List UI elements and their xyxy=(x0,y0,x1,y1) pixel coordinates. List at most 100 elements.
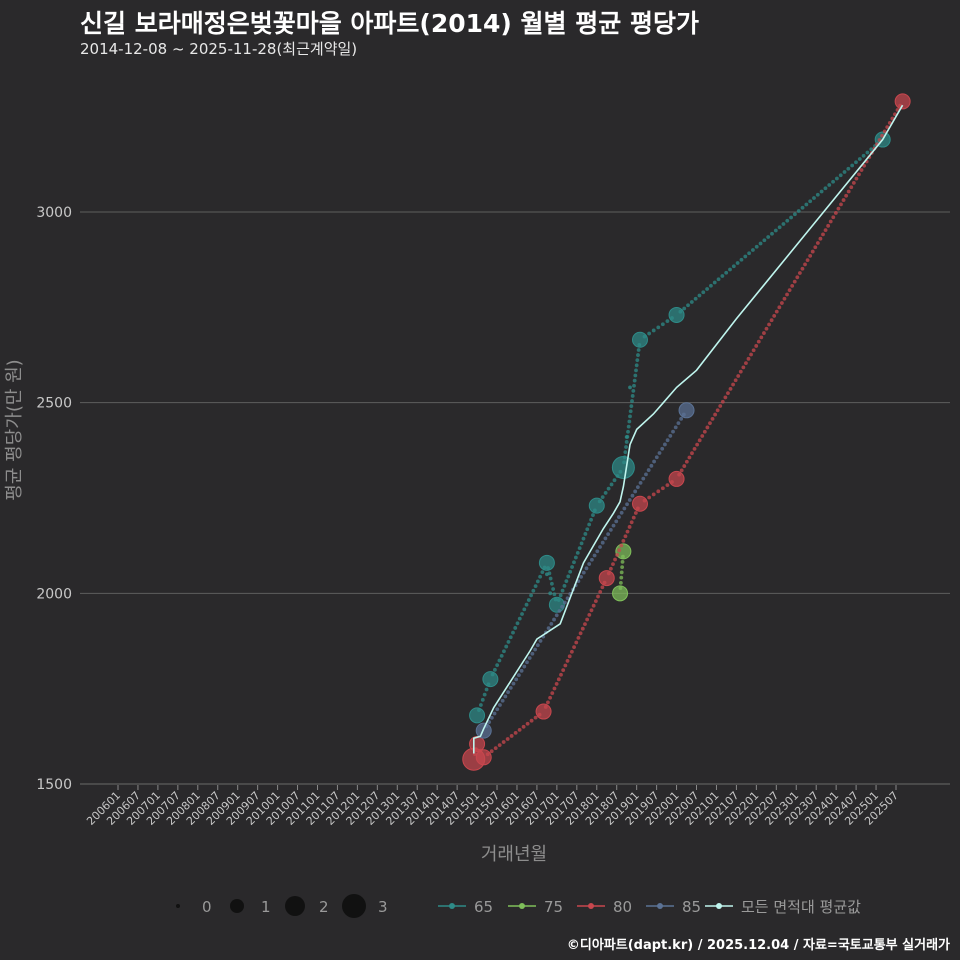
series-80-trail-dot xyxy=(828,219,833,224)
series-65-trail-dot xyxy=(636,353,640,357)
series-65-trail-dot xyxy=(758,241,763,246)
series-80 xyxy=(462,93,911,771)
series-80-trail-dot xyxy=(810,249,815,254)
series-65-trail-dot xyxy=(570,565,574,569)
series-65-trail-dot xyxy=(581,536,586,541)
series-85-trail-dot xyxy=(635,485,640,490)
series-80-trail-dot xyxy=(627,525,632,529)
series-80-trail-dot xyxy=(692,447,697,451)
series-85-trail-dot xyxy=(660,446,665,451)
series-65-trail-dot xyxy=(831,179,835,184)
series-85-trail-dot xyxy=(546,626,551,631)
series-65-trail-dot xyxy=(506,640,511,644)
series-65-trail-dot xyxy=(635,358,640,363)
series-80-trail-dot xyxy=(521,724,526,729)
series-65-trail-dot xyxy=(689,300,694,304)
series-85-trail-dot xyxy=(514,677,519,682)
series-85-trail-dot xyxy=(535,643,540,648)
series-85-trail-dot xyxy=(625,502,629,507)
series-65-trail-dot xyxy=(789,215,793,220)
series-65-trail-dot xyxy=(800,205,805,210)
series-85-trail-dot xyxy=(630,493,635,498)
series-65-trail-dot xyxy=(612,478,617,483)
series-80-trail-dot xyxy=(885,125,890,130)
series-80-trail-dot xyxy=(546,700,550,705)
series-65-trail-dot xyxy=(747,251,751,256)
series-layer xyxy=(462,93,911,771)
series-65-trail-dot xyxy=(656,325,661,330)
point-65-2016-10 xyxy=(538,554,555,571)
y-tick-1500: 1500 xyxy=(36,777,72,793)
series-80-trail-dot xyxy=(550,691,555,696)
series-65-trail-dot xyxy=(834,176,839,181)
series-80-trail-dot xyxy=(585,617,590,622)
series-65-trail-dot xyxy=(579,541,584,546)
series-80-trail-dot xyxy=(779,301,784,305)
series-80-trail-dot xyxy=(882,129,887,134)
series-80-trail-dot xyxy=(617,548,622,553)
series-65-trail-dot xyxy=(508,635,513,640)
series-85 xyxy=(475,402,695,739)
series-85-trail-dot xyxy=(644,472,648,477)
point-80-2015-01 xyxy=(469,735,486,752)
series-85-trail-dot xyxy=(516,673,521,677)
series-80-trail-dot xyxy=(505,737,510,741)
point-80-2016-09 xyxy=(535,703,552,720)
series-80-trail-dot xyxy=(797,271,802,275)
series-65-trail-dot xyxy=(751,248,755,252)
series-80-trail-dot xyxy=(774,309,779,314)
series-80-trail-dot xyxy=(769,318,774,323)
point-65-2020-01 xyxy=(668,306,685,323)
series-65-trail-dot xyxy=(815,192,820,197)
series-85-trail-dot xyxy=(600,540,605,545)
point-80-2020-01 xyxy=(668,470,685,487)
series-80-trail-dot xyxy=(596,594,600,599)
series-80-trail-dot xyxy=(552,686,557,691)
series-65-trail-dot xyxy=(558,593,563,598)
series-85-trail-dot xyxy=(617,515,621,519)
series-65-trail-dot xyxy=(531,588,536,593)
series-85-trail-dot xyxy=(503,694,508,699)
series-65-trail-dot xyxy=(634,363,639,368)
series-65-trail-dot xyxy=(517,616,522,621)
series-80-trail-dot xyxy=(759,335,764,340)
series-65-trail-dot xyxy=(857,157,862,161)
series-65-trail-dot xyxy=(682,306,687,311)
series-65-trail-dot xyxy=(808,199,813,204)
series-65-trail-dot xyxy=(773,228,778,233)
series-80-trail-dot xyxy=(705,425,710,430)
series-80-trail-dot xyxy=(736,374,741,378)
series-80-trail-dot xyxy=(580,626,585,631)
series-80-trail-dot xyxy=(821,232,825,237)
series-85-trail-dot xyxy=(595,549,600,554)
series-65-trail-dot xyxy=(629,404,634,409)
point-65-2017-01 xyxy=(548,596,565,613)
chart-title: 신길 보라매정은벚꽃마을 아파트(2014) 월별 평균 평당가 xyxy=(80,9,699,38)
series-65-trail-dot xyxy=(627,419,632,424)
legend: 0 1 2 3 65 75 80 85 모든 면적대 평균값 xyxy=(176,894,861,918)
series-65-trail-dot xyxy=(572,560,576,565)
series-80-trail-dot xyxy=(741,365,746,370)
series-80-trail-dot xyxy=(790,283,795,288)
series-65-trail-dot xyxy=(724,270,729,275)
series-80-trail-dot xyxy=(857,172,861,177)
series-80-trail-dot xyxy=(497,743,502,748)
series-85-trail-dot xyxy=(554,613,559,618)
series-80-trail-dot xyxy=(583,622,587,627)
legend-label-2: 80 xyxy=(613,898,632,916)
series-65-trail-dot xyxy=(626,429,630,434)
series-85-trail-dot xyxy=(668,434,673,438)
series-65-trail-dot xyxy=(701,290,706,295)
series-85-trail-dot xyxy=(606,532,611,537)
series-80-trail-dot xyxy=(708,421,712,426)
series-80-trail-dot xyxy=(517,727,522,732)
series-80-trail-dot xyxy=(749,352,753,357)
point-75-2018-08 xyxy=(612,585,629,602)
series-65-trail-dot xyxy=(812,196,816,200)
series-65-trail-dot xyxy=(739,257,744,262)
series-80-trail-dot xyxy=(567,654,572,659)
series-65-trail-dot xyxy=(804,202,809,207)
series-80-trail-dot xyxy=(720,399,725,404)
size-legend-circle-3 xyxy=(342,894,366,918)
series-65-trail-dot xyxy=(865,150,870,155)
